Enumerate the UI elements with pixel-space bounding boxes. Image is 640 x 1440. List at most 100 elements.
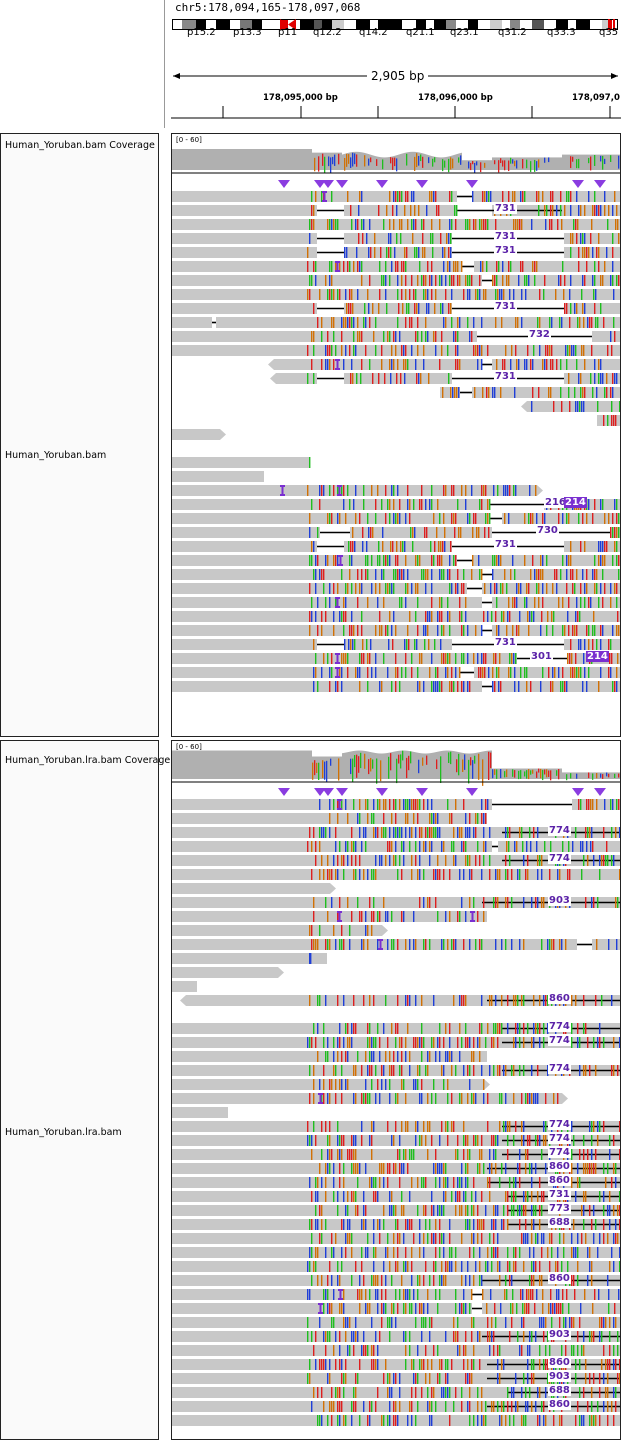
band-label: p13.3 <box>233 27 262 38</box>
aligned-read <box>172 275 620 286</box>
ideogram-band <box>314 19 322 30</box>
alignment-view-2[interactable] <box>172 741 621 1440</box>
insertion-triangle <box>336 788 348 796</box>
aligned-read <box>172 429 226 440</box>
deletion-size-label: 774 <box>548 1021 571 1032</box>
aligned-read <box>172 1079 490 1090</box>
ideogram-band <box>478 19 490 30</box>
aligned-read <box>172 1261 620 1272</box>
deletion-size-label: 860 <box>548 1273 571 1284</box>
aligned-read <box>172 583 620 594</box>
ideogram-band <box>370 19 378 30</box>
deletion-size-label: 731 <box>494 539 517 550</box>
ideogram-band <box>490 19 502 30</box>
span-label: 2,905 bp <box>367 69 429 83</box>
aligned-read <box>172 317 620 328</box>
aligned-read <box>172 345 620 356</box>
ideogram-band <box>544 19 556 30</box>
tick-label-1: 178,095,000 bp <box>263 93 338 103</box>
aligned-read <box>172 1023 620 1034</box>
deletion-size-label: 731 <box>548 1189 571 1200</box>
deletion-size-label: 731 <box>494 203 517 214</box>
aligned-read <box>172 939 620 950</box>
aligned-read <box>270 373 620 384</box>
coverage-range-2: [0 - 60] <box>176 743 202 751</box>
aligned-read <box>172 813 487 824</box>
insertion-triangle <box>278 788 290 796</box>
deletion-size-label: 731 <box>494 245 517 256</box>
aligned-read <box>172 967 284 978</box>
aligned-read <box>172 1415 620 1426</box>
insertion-triangle <box>322 180 334 188</box>
data-panel-1[interactable]: [0 - 60] 731 731 731 731 732 731 216 214 730 731 7… <box>171 133 621 737</box>
deletion-size-label: 860 <box>548 1357 571 1368</box>
deletion-size-label: 688 <box>548 1385 571 1396</box>
header-left-panel <box>0 0 165 128</box>
coverage-track-name-1[interactable]: Human_Yoruban.bam Coverage <box>5 140 155 151</box>
deletion-size-label: 860 <box>548 1399 571 1410</box>
alignment-track-name-1[interactable]: Human_Yoruban.bam <box>5 450 107 461</box>
deletion-size-label: 301 <box>530 651 553 662</box>
insertion-triangle <box>416 180 428 188</box>
ideogram-band <box>434 19 446 30</box>
deletion-size-label: 688 <box>548 1217 571 1228</box>
deletion-size-label: 731 <box>494 231 517 242</box>
aligned-read <box>268 359 620 370</box>
data-panel-2[interactable]: [0 - 60] 774 774 903 860 774 774 774 774 774 774 8… <box>171 740 621 1440</box>
insertion-triangle <box>314 180 326 188</box>
alignment-view-1[interactable] <box>172 134 621 737</box>
aligned-read <box>172 1107 228 1118</box>
ideogram-band <box>216 19 230 30</box>
ideogram-band <box>344 19 356 30</box>
chromosome-ideogram[interactable] <box>172 15 618 32</box>
aligned-read <box>172 925 388 936</box>
band-label: p11 <box>278 27 298 38</box>
insertion-triangle <box>336 180 348 188</box>
coverage-track-name-2[interactable]: Human_Yoruban.lra.bam Coverage <box>5 755 171 766</box>
aligned-read <box>172 471 264 482</box>
aligned-read <box>172 191 620 202</box>
deletion-size-label: 773 <box>548 1203 571 1214</box>
deletion-size-label: 860 <box>548 1161 571 1172</box>
aligned-read <box>172 569 620 580</box>
ideogram-svg[interactable] <box>172 17 618 32</box>
ideogram-band <box>520 19 532 30</box>
ideogram-band <box>602 19 608 30</box>
aligned-read <box>172 219 620 230</box>
aligned-read <box>172 457 311 468</box>
aligned-read <box>172 331 620 342</box>
ideogram-band <box>252 19 262 30</box>
aligned-read <box>172 1205 620 1216</box>
deletion-size-label: 860 <box>548 1175 571 1186</box>
insertion-triangle <box>278 180 290 188</box>
alignment-track-name-2[interactable]: Human_Yoruban.lra.bam <box>5 1127 122 1138</box>
aligned-read <box>172 953 327 964</box>
aligned-read <box>172 485 543 496</box>
insertion-size-label: 214 <box>586 651 609 662</box>
ideogram-band <box>590 19 602 30</box>
deletion-size-label: 903 <box>548 1329 571 1340</box>
deletion-size-label: 774 <box>548 1147 571 1158</box>
insertion-triangle <box>594 180 606 188</box>
band-label: p15.2 <box>187 27 216 38</box>
ideogram-band <box>240 19 252 30</box>
band-label: q12.2 <box>313 27 342 38</box>
ideogram-band <box>182 19 196 30</box>
band-label: q31.2 <box>498 27 527 38</box>
aligned-read <box>172 883 336 894</box>
centromere-marker <box>288 19 296 30</box>
aligned-read <box>172 205 620 216</box>
deletion-size-label: 774 <box>548 1063 571 1074</box>
ideogram-band <box>262 19 280 30</box>
insertion-triangle <box>466 788 478 796</box>
aligned-read <box>172 1247 620 1258</box>
aligned-read <box>172 541 620 552</box>
aligned-read <box>172 233 620 244</box>
aligned-read <box>172 1051 487 1062</box>
band-label: q21.1 <box>406 27 435 38</box>
deletion-size-label: 774 <box>548 1035 571 1046</box>
track-names-panel-1 <box>0 133 159 737</box>
aligned-read <box>172 1093 568 1104</box>
deletion-size-label: 216 <box>544 497 567 508</box>
insertion-triangle <box>416 788 428 796</box>
